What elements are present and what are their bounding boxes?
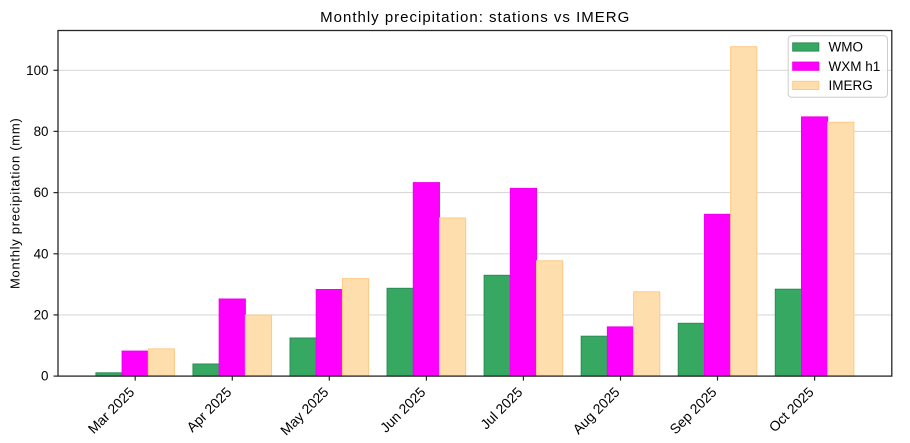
svg-text:80: 80	[34, 124, 49, 139]
svg-text:20: 20	[34, 308, 49, 323]
svg-text:60: 60	[34, 185, 49, 200]
svg-text:100: 100	[26, 63, 48, 78]
svg-text:0: 0	[41, 369, 48, 384]
svg-text:WXM h1: WXM h1	[829, 59, 881, 74]
svg-text:IMERG: IMERG	[829, 78, 873, 93]
svg-text:40: 40	[34, 246, 49, 261]
svg-text:Monthly precipitation: station: Monthly precipitation: stations vs IMERG	[320, 9, 630, 26]
svg-text:Monthly precipitation (mm): Monthly precipitation (mm)	[8, 118, 23, 289]
svg-text:WMO: WMO	[829, 40, 864, 55]
